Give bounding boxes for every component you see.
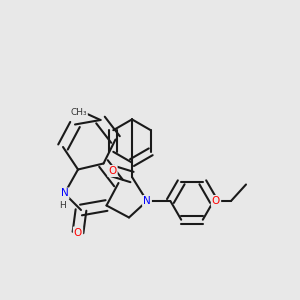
Text: N: N	[61, 188, 68, 199]
Text: O: O	[212, 196, 220, 206]
Text: N: N	[143, 196, 151, 206]
Text: O: O	[74, 227, 82, 238]
Text: CH₃: CH₃	[70, 108, 87, 117]
Text: O: O	[108, 166, 117, 176]
Text: H: H	[60, 201, 66, 210]
